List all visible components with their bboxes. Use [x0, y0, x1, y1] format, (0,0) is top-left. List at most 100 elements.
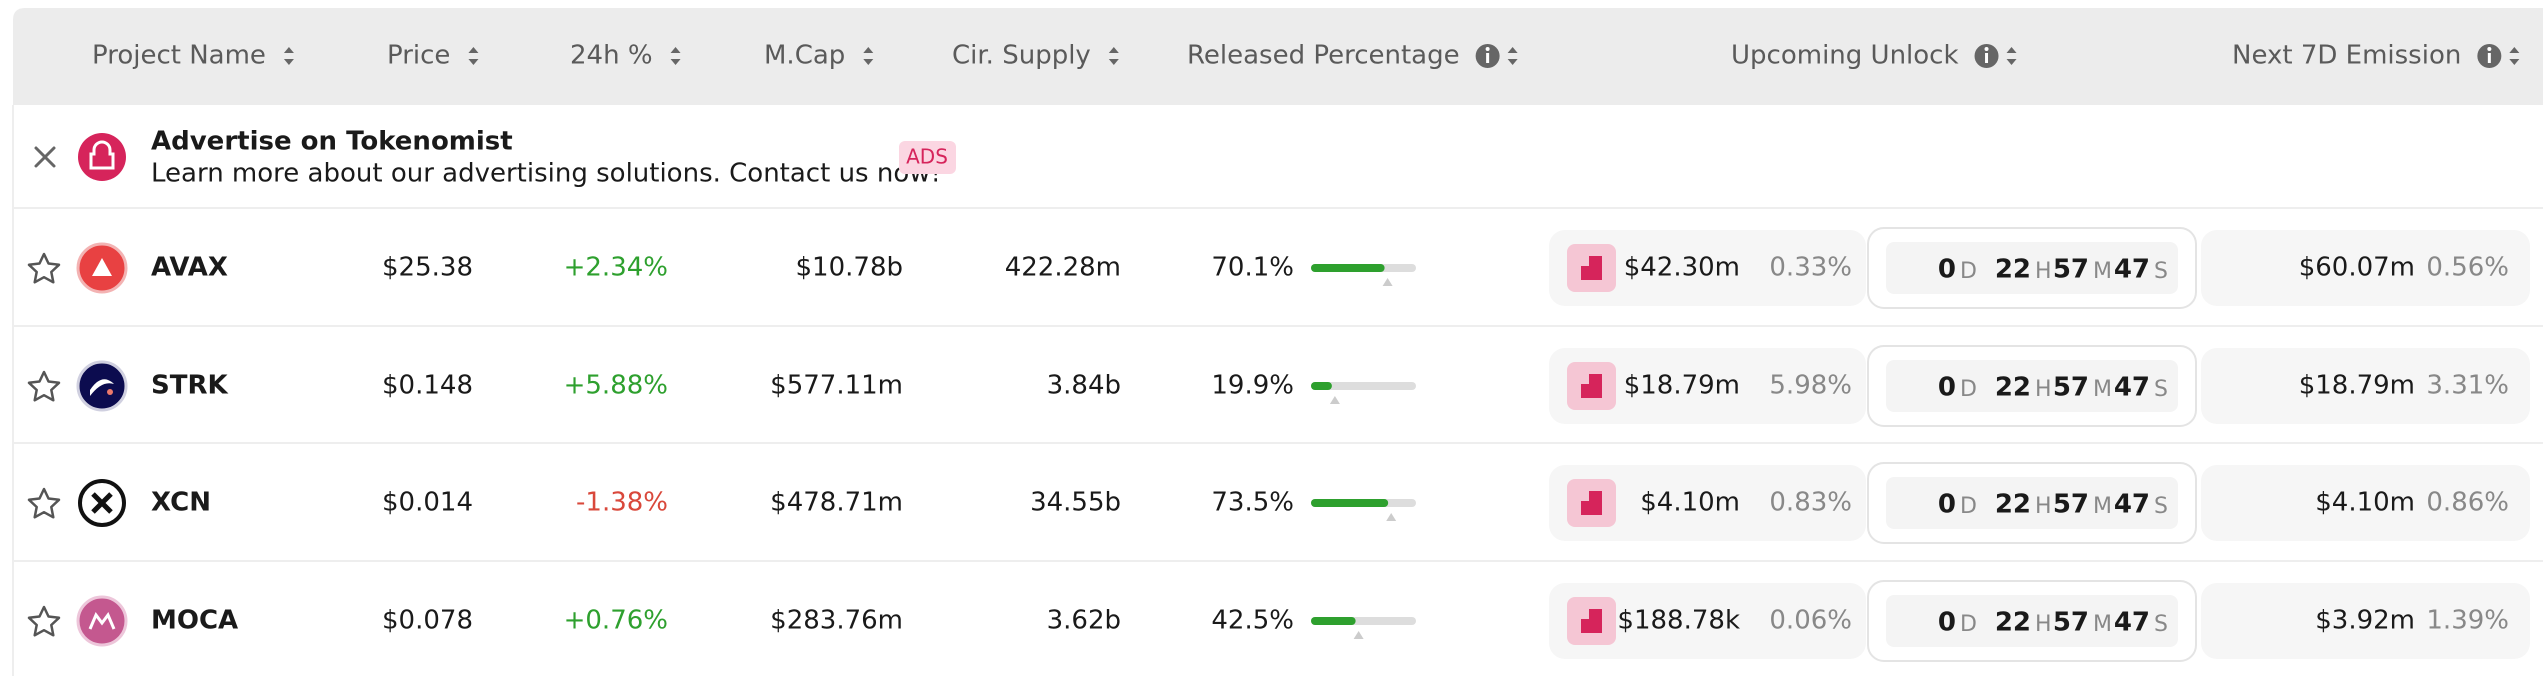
column-header: Price [387, 41, 450, 71]
countdown-unit: S [2154, 377, 2168, 402]
sort-down [2006, 59, 2017, 65]
countdown-number: 0 [1938, 373, 1956, 403]
countdown-number: 22 [1995, 490, 2031, 520]
released-bar [1311, 382, 1332, 390]
sort-up [2509, 47, 2520, 53]
change-24h: +0.76% [564, 606, 668, 636]
countdown-inner [1886, 477, 2178, 529]
emission-value: $18.79m [2299, 371, 2415, 401]
countdown-unit: D [1960, 494, 1977, 519]
price: $0.148 [382, 371, 473, 401]
row: XCN $0.014 -1.38% $478.71m 34.55b 73.5% $4.10m… [27, 462, 2530, 544]
countdown-number: 57 [2053, 608, 2089, 638]
unlock-percent: 0.83% [1769, 488, 1852, 518]
emission-value: $4.10m [2315, 488, 2415, 518]
countdown-unit: M [2093, 494, 2112, 519]
unlock-value: $4.10m [1640, 488, 1740, 518]
column-header: Next 7D Emission [2232, 41, 2461, 71]
countdown-number: 47 [2114, 490, 2150, 520]
favorite-star[interactable] [27, 605, 61, 637]
countdown-number: 22 [1995, 255, 2031, 285]
countdown-inner [1886, 242, 2178, 294]
ad-logo-glyph [89, 140, 115, 170]
favorite-star[interactable] [27, 487, 61, 519]
ads-badge [899, 141, 956, 174]
row: MOCA $0.078 +0.76% $283.76m 3.62b 42.5% $188.7… [27, 580, 2530, 662]
sort-button[interactable] [468, 47, 479, 65]
logo-glyph [91, 492, 113, 514]
sort-down [863, 59, 874, 65]
sort-button[interactable] [1507, 47, 1518, 65]
change-24h: -1.38% [576, 488, 668, 518]
price: $0.078 [382, 606, 473, 636]
emission-value: $60.07m [2299, 253, 2415, 283]
unlock-icon-glyph [1581, 374, 1602, 398]
market-cap: $283.76m [770, 606, 903, 636]
countdown-number: 47 [2114, 255, 2150, 285]
row: AVAX $25.38 +2.34% $10.78b 422.28m 70.1% $42.3… [27, 227, 2530, 309]
column-header: Project Name [92, 41, 266, 71]
emission-box [2201, 583, 2530, 659]
column-header: M.Cap [764, 41, 845, 71]
unlock-icon-glyph [1581, 256, 1602, 280]
countdown-number: 22 [1995, 608, 2031, 638]
unlock-value: $42.30m [1624, 253, 1740, 283]
ad-logo [78, 133, 126, 181]
sort-button[interactable] [863, 47, 874, 65]
market-cap: $10.78b [796, 253, 903, 283]
project-name: AVAX [151, 253, 228, 283]
unlock-box [1549, 465, 1866, 541]
sort-button[interactable] [283, 47, 294, 65]
sort-button[interactable] [670, 47, 681, 65]
info-icon-bar [1486, 53, 1490, 63]
countdown-number: 0 [1938, 608, 1956, 638]
ads-badge-text: ADS [906, 145, 948, 169]
logo [76, 360, 128, 412]
column-header: Cir. Supply [952, 41, 1091, 71]
row: STRK $0.148 +5.88% $577.11m 3.84b 19.9% $18.79… [27, 345, 2530, 427]
unlock-box [1549, 230, 1866, 306]
unlock-percent: 5.98% [1769, 371, 1852, 401]
price: $25.38 [382, 253, 473, 283]
emission-percent: 0.86% [2426, 488, 2509, 518]
price: $0.014 [382, 488, 473, 518]
countdown-unit: H [2035, 612, 2052, 637]
info-icon-dot [2487, 47, 2492, 51]
favorite-star[interactable] [27, 370, 61, 402]
countdown-unit: H [2035, 259, 2052, 284]
sort-up [670, 47, 681, 53]
ad-text[interactable]: Learn more about our advertising solutio… [151, 159, 941, 189]
sort-down [1507, 59, 1518, 65]
released-label: 73.5% [1211, 488, 1294, 518]
info-icon-dot [1485, 47, 1490, 51]
unlock-icon-glyph [1581, 491, 1602, 515]
released-marker [1382, 278, 1393, 286]
unlock-icon-glyph [1581, 609, 1602, 633]
close-button[interactable] [34, 146, 56, 168]
emission-box [2201, 230, 2530, 306]
sort-button[interactable] [1108, 47, 1119, 65]
released-marker [1353, 631, 1364, 639]
emission-percent: 3.31% [2426, 371, 2509, 401]
emission-value: $3.92m [2315, 606, 2415, 636]
sort-button[interactable] [2509, 47, 2520, 65]
column-header: Upcoming Unlock [1731, 41, 1959, 71]
emission-box [2201, 348, 2530, 424]
countdown-number: 0 [1938, 490, 1956, 520]
countdown-unit: S [2154, 259, 2168, 284]
sort-down [670, 59, 681, 65]
change-24h: +2.34% [564, 253, 668, 283]
countdown-number: 47 [2114, 608, 2150, 638]
column-header: Released Percentage [1187, 41, 1460, 71]
sort-up [1108, 47, 1119, 53]
project-name: MOCA [151, 606, 238, 636]
emission-percent: 0.56% [2426, 253, 2509, 283]
emission-box [2201, 465, 2530, 541]
logo-dot [107, 389, 113, 395]
favorite-star[interactable] [27, 252, 61, 284]
unlock-value: $18.79m [1624, 371, 1740, 401]
column-header: 24h % [570, 41, 653, 71]
emission-percent: 1.39% [2426, 606, 2509, 636]
sort-down [2509, 59, 2520, 65]
sort-button[interactable] [2006, 47, 2017, 65]
